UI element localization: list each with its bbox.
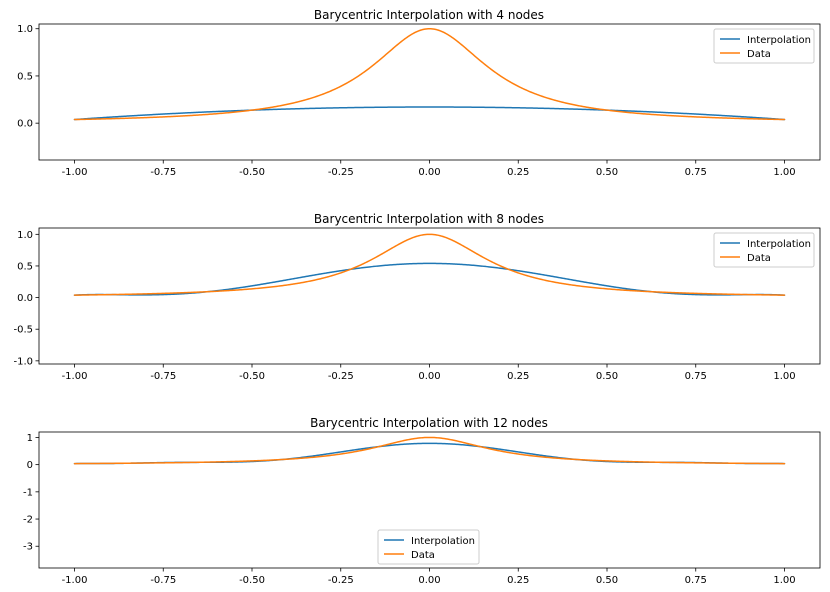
- x-tick-label: 0.25: [507, 575, 529, 586]
- subplot-4-nodes: Barycentric Interpolation with 4 nodes -…: [17, 8, 821, 178]
- legend-box: [377, 529, 480, 565]
- x-tick-label: -0.25: [328, 371, 354, 382]
- x-axis: -1.00 -0.75 -0.50 -0.25 0.00 0.25 0.50 0.75 1.00: [62, 160, 796, 178]
- series-line-interpolation: [73, 106, 786, 121]
- x-tick-label: 0.00: [418, 167, 440, 178]
- legend-label-interpolation: Interpolation: [411, 536, 475, 547]
- y-tick-label: 0: [27, 460, 33, 471]
- y-tick-label: -3: [23, 542, 33, 553]
- x-tick-label: 0.50: [596, 371, 618, 382]
- series-layer: [73, 436, 786, 465]
- legend-label-interpolation: Interpolation: [747, 35, 811, 46]
- chart-title: Barycentric Interpolation with 4 nodes: [314, 8, 544, 22]
- x-tick-label: -0.75: [150, 371, 176, 382]
- subplot-12-nodes: Barycentric Interpolation with 12 nodes …: [23, 416, 821, 586]
- y-axis: 0.0 0.5 1.0: [17, 24, 39, 130]
- series-line-data: [73, 233, 786, 296]
- x-tick-label: -0.25: [328, 575, 354, 586]
- x-tick-label: -0.50: [239, 575, 265, 586]
- x-tick-label: -0.50: [239, 167, 265, 178]
- plot-frame: [38, 23, 821, 161]
- y-tick-label: -2: [23, 515, 33, 526]
- y-tick-label: 1.0: [17, 24, 33, 35]
- y-tick-label: 0.5: [17, 71, 33, 82]
- y-axis: -3 -2 -1 0 1: [23, 433, 39, 553]
- legend-label-data: Data: [411, 550, 435, 561]
- y-tick-label: -1: [23, 487, 33, 498]
- x-tick-label: 1.00: [773, 575, 795, 586]
- x-axis: -1.00 -0.75 -0.50 -0.25 0.00 0.25 0.50 0.75 1.00: [62, 364, 796, 382]
- x-tick-label: -1.00: [62, 575, 88, 586]
- x-tick-label: -0.75: [150, 575, 176, 586]
- y-tick-label: -1.0: [13, 356, 33, 367]
- x-tick-label: -1.00: [62, 167, 88, 178]
- x-tick-label: 0.75: [685, 167, 707, 178]
- legend-box: [713, 232, 815, 268]
- x-tick-label: 0.00: [418, 575, 440, 586]
- series-line-interpolation: [73, 262, 786, 296]
- series-line-data: [73, 27, 786, 121]
- legend: Interpolation Data: [713, 232, 815, 268]
- x-tick-label: 0.25: [507, 167, 529, 178]
- legend-box: [713, 28, 815, 64]
- legend: Interpolation Data: [377, 529, 480, 565]
- x-tick-label: 0.50: [596, 575, 618, 586]
- series-line-data: [73, 436, 786, 465]
- legend: Interpolation Data: [713, 28, 815, 64]
- y-tick-label: 1.0: [17, 230, 33, 241]
- x-tick-label: -1.00: [62, 371, 88, 382]
- x-tick-label: 0.25: [507, 371, 529, 382]
- plot-frame: [38, 227, 821, 365]
- y-tick-label: 1: [27, 433, 33, 444]
- x-tick-label: 0.75: [685, 575, 707, 586]
- x-tick-label: 0.50: [596, 167, 618, 178]
- y-tick-label: 0.0: [17, 119, 33, 130]
- series-layer: [73, 27, 786, 121]
- x-tick-label: -0.25: [328, 167, 354, 178]
- y-axis: -1.0 -0.5 0.0 0.5 1.0: [13, 230, 39, 367]
- legend-label-data: Data: [747, 49, 771, 60]
- series-layer: [73, 233, 786, 296]
- y-tick-label: -0.5: [13, 325, 33, 336]
- x-axis: -1.00 -0.75 -0.50 -0.25 0.00 0.25 0.50 0.75 1.00: [62, 568, 796, 586]
- chart-title: Barycentric Interpolation with 8 nodes: [314, 212, 544, 226]
- x-tick-label: 1.00: [773, 167, 795, 178]
- x-tick-label: 0.00: [418, 371, 440, 382]
- x-tick-label: 0.75: [685, 371, 707, 382]
- y-tick-label: 0.0: [17, 293, 33, 304]
- legend-label-data: Data: [747, 253, 771, 264]
- x-tick-label: -0.75: [150, 167, 176, 178]
- subplot-8-nodes: Barycentric Interpolation with 8 nodes -…: [13, 212, 821, 382]
- y-tick-label: 0.5: [17, 261, 33, 272]
- chart-title: Barycentric Interpolation with 12 nodes: [310, 416, 548, 430]
- series-line-interpolation: [73, 442, 786, 465]
- x-tick-label: -0.50: [239, 371, 265, 382]
- x-tick-label: 1.00: [773, 371, 795, 382]
- legend-label-interpolation: Interpolation: [747, 239, 811, 250]
